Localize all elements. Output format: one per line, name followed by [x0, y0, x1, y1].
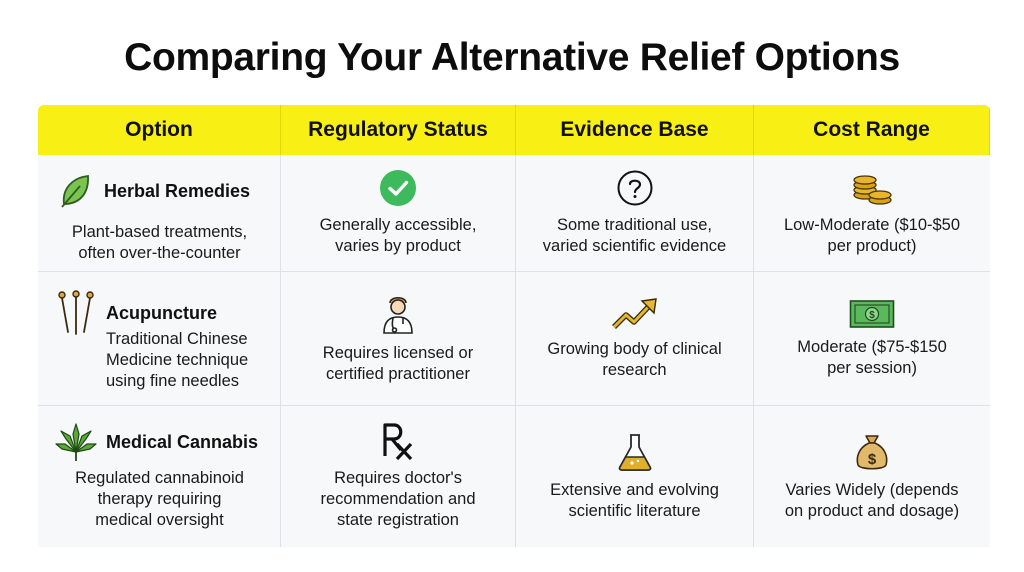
option-description: Regulated cannabinoid therapy requiring … [75, 469, 244, 529]
option-cell-medical-cannabis: Medical Cannabis Regulated cannabinoid t… [38, 406, 281, 547]
option-name: Acupuncture [106, 302, 218, 323]
cost-cell: Low-Moderate ($10-$50 per product) [754, 155, 990, 272]
comparison-table: Option Regulatory Status Evidence Base C… [38, 105, 990, 547]
leaf-icon [61, 174, 89, 208]
rx-icon [383, 423, 413, 460]
flask-icon [618, 433, 651, 471]
money-bag-icon: $ [856, 434, 888, 470]
cannabis-leaf-icon [55, 423, 97, 461]
coins-icon [853, 175, 892, 205]
regulatory-cell: Requires licensed or certified practitio… [281, 272, 516, 406]
needles-icon [58, 290, 94, 335]
column-header-cost-range: Cost Range [754, 105, 990, 155]
regulatory-cell: Requires doctor's recommendation and sta… [281, 406, 516, 547]
check-circle-icon [380, 170, 416, 206]
trend-up-icon [611, 297, 657, 329]
option-name: Medical Cannabis [106, 431, 259, 452]
column-header-option: Option [38, 105, 281, 155]
svg-text:$: $ [868, 451, 877, 468]
regulatory-cell: Generally accessible, varies by product [281, 155, 516, 272]
column-header-regulatory-status: Regulatory Status [281, 105, 516, 155]
evidence-cell: Extensive and evolving scientific litera… [516, 406, 754, 547]
option-description: Plant-based treatments, often over-the-c… [71, 223, 248, 262]
svg-text:$: $ [869, 310, 875, 321]
column-header-evidence-base: Evidence Base [516, 105, 754, 155]
option-description: Traditional Chinese Medicine technique u… [106, 330, 249, 390]
page-title: Comparing Your Alternative Relief Option… [124, 36, 900, 79]
option-cell-herbal-remedies: Herbal Remedies Plant-based treatments, … [38, 155, 281, 272]
cost-cell: $ Varies Widely (depends on product and … [754, 406, 990, 547]
evidence-cell: Growing body of clinical research [516, 272, 754, 406]
option-name: Herbal Remedies [104, 180, 251, 201]
evidence-cell: Some traditional use, varied scientific … [516, 155, 754, 272]
option-cell-acupuncture: Acupuncture Traditional Chinese Medicine… [38, 272, 281, 406]
banknote-icon: $ [849, 299, 895, 328]
cost-cell: $ Moderate ($75-$150 per session) [754, 272, 990, 406]
doctor-icon [383, 296, 413, 334]
question-circle-icon [617, 170, 652, 206]
